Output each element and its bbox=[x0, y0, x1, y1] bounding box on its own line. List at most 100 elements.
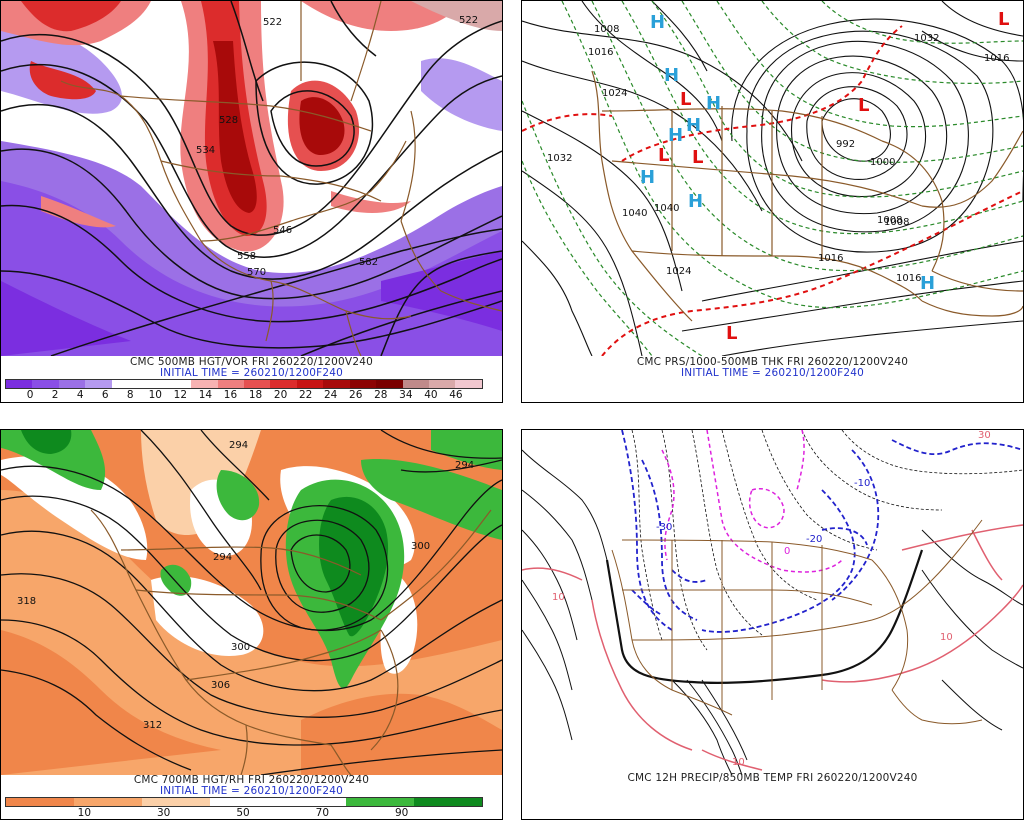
panel-precip-850mb-temp: 0 -10 -20 -30 10 10 10 30 CMC 12H PRECIP… bbox=[521, 429, 1024, 820]
colorbar-tick-label: 16 bbox=[223, 389, 238, 401]
isobar-label: 1016 bbox=[818, 253, 843, 264]
contour-label: 294 bbox=[229, 440, 248, 451]
temp-label: 10 bbox=[940, 632, 953, 643]
colorbar-swatch bbox=[349, 380, 377, 388]
contour-label: 312 bbox=[143, 720, 162, 731]
contour-label: 522 bbox=[263, 17, 282, 28]
colorbar-tick-label: 40 bbox=[424, 389, 438, 401]
colorbar-swatch bbox=[455, 380, 482, 388]
high-pressure-marker: H bbox=[650, 12, 665, 33]
isobar-label: 992 bbox=[836, 139, 855, 150]
contour-label: 522 bbox=[459, 15, 478, 26]
temp-label: -30 bbox=[656, 522, 672, 533]
low-pressure-marker: L bbox=[858, 95, 869, 116]
high-pressure-marker: H bbox=[668, 125, 683, 146]
isobar-label: 1016 bbox=[588, 47, 613, 58]
initial-time: INITIAL TIME = 260210/1200F240 bbox=[680, 367, 865, 379]
contour-label: 300 bbox=[231, 642, 250, 653]
isobar-label: 1040 bbox=[654, 203, 679, 214]
colorbar-swatch bbox=[217, 380, 244, 388]
high-pressure-marker: H bbox=[664, 65, 679, 86]
colorbar-tick-label: 10 bbox=[148, 389, 162, 401]
colorbar-swatch bbox=[6, 798, 74, 806]
isobar-label: 1040 bbox=[622, 208, 647, 219]
isobar-label: 1008 bbox=[877, 215, 902, 226]
vorticity-map: 522 528 534 546 558 570 582 522 bbox=[1, 1, 502, 356]
isobar-label: 1000 bbox=[870, 157, 895, 168]
high-pressure-marker: H bbox=[640, 167, 655, 188]
panel-title: CMC 700MB HGT/RH FRI 260220/1200V240 bbox=[133, 774, 370, 786]
low-pressure-marker: L bbox=[998, 9, 1009, 30]
contour-label: 570 bbox=[247, 267, 266, 278]
initial-time: INITIAL TIME = 260210/1200F240 bbox=[159, 367, 344, 379]
colorbar-tick-label: 70 bbox=[315, 807, 330, 819]
colorbar-swatch bbox=[414, 798, 482, 806]
colorbar-swatch bbox=[270, 380, 297, 388]
colorbar-ticks: 10 30 50 70 90 bbox=[5, 807, 481, 819]
colorbar-tick-label: 50 bbox=[236, 807, 250, 819]
high-pressure-marker: H bbox=[688, 191, 703, 212]
isobar-label: 1032 bbox=[914, 33, 939, 44]
contour-label: 306 bbox=[211, 680, 230, 691]
colorbar-swatch bbox=[142, 798, 210, 806]
isobar-label: 1024 bbox=[602, 88, 627, 99]
low-pressure-marker: L bbox=[658, 145, 669, 166]
temp-label: -10 bbox=[854, 478, 870, 489]
colorbar-swatch bbox=[376, 380, 403, 388]
precip-map: 0 -10 -20 -30 10 10 10 30 bbox=[522, 430, 1023, 775]
colorbar-swatch bbox=[111, 380, 139, 388]
colorbar-swatch bbox=[296, 380, 324, 388]
rh-map: 294 294 294 300 306 318 312 300 bbox=[1, 430, 502, 775]
colorbar-tick-label: 28 bbox=[374, 389, 388, 401]
colorbar-tick-label: 26 bbox=[349, 389, 363, 401]
isobar-label: 1008 bbox=[884, 217, 909, 228]
colorbar-swatch bbox=[74, 798, 142, 806]
colorbar-tick-label: 30 bbox=[156, 807, 171, 819]
colorbar-swatch bbox=[346, 798, 414, 806]
colorbar-swatch bbox=[32, 380, 59, 388]
temp-label: 10 bbox=[552, 592, 565, 603]
low-pressure-marker: L bbox=[726, 323, 737, 344]
colorbar-ticks: 0 2 4 6 8 10 12 14 16 18 20 22 24 26 28 34 40 46 bbox=[5, 389, 481, 401]
colorbar bbox=[5, 379, 483, 389]
colorbar-tick-label: 4 bbox=[76, 389, 84, 401]
colorbar-tick-label: 24 bbox=[323, 389, 338, 401]
colorbar-tick-label: 10 bbox=[77, 807, 92, 819]
isobar-label: 1032 bbox=[547, 153, 572, 164]
contour-label: 534 bbox=[196, 145, 215, 156]
colorbar-tick-label: 8 bbox=[126, 389, 134, 401]
temp-label: -20 bbox=[806, 534, 822, 545]
isobar-label: 1008 bbox=[594, 24, 619, 35]
colorbar bbox=[5, 797, 483, 807]
colorbar-tick-label: 12 bbox=[173, 389, 188, 401]
colorbar-swatch bbox=[323, 380, 350, 388]
colorbar-swatch bbox=[58, 380, 86, 388]
high-pressure-marker: H bbox=[706, 93, 721, 114]
colorbar-tick-label: 2 bbox=[51, 389, 59, 401]
colorbar-swatch bbox=[429, 380, 456, 388]
panel-500mb-vorticity: 522 528 534 546 558 570 582 522 CMC 500M… bbox=[0, 0, 503, 403]
panel-title: CMC 12H PRECIP/850MB TEMP FRI 260220/120… bbox=[627, 772, 918, 784]
temp-label: 30 bbox=[978, 430, 991, 441]
contour-label: 582 bbox=[359, 257, 378, 268]
colorbar-tick-label: 6 bbox=[101, 389, 109, 401]
colorbar-tick-label: 0 bbox=[26, 389, 34, 401]
pressure-map: 1008 1016 1024 1032 1040 992 1000 1008 1… bbox=[522, 1, 1023, 356]
colorbar-tick-label: 34 bbox=[399, 389, 413, 401]
low-pressure-marker: L bbox=[692, 147, 703, 168]
panel-title: CMC 500MB HGT/VOR FRI 260220/1200V240 bbox=[130, 356, 373, 368]
panel-700mb-rh: 294 294 294 300 306 318 312 300 CMC 700M… bbox=[0, 429, 503, 820]
contour-label: 318 bbox=[17, 596, 36, 607]
contour-label: 528 bbox=[219, 115, 238, 126]
panel-pressure-thickness: 1008 1016 1024 1032 1040 992 1000 1008 1… bbox=[521, 0, 1024, 403]
colorbar-tick-label: 14 bbox=[198, 389, 213, 401]
isobar-label: 1016 bbox=[896, 273, 921, 284]
contour-label: 546 bbox=[273, 225, 292, 236]
colorbar-tick-label: 22 bbox=[298, 389, 313, 401]
contour-label: 294 bbox=[455, 460, 474, 471]
temp-label: 0 bbox=[784, 546, 790, 557]
colorbar-tick-label: 18 bbox=[248, 389, 263, 401]
colorbar-swatch bbox=[85, 380, 112, 388]
isobar-label: 1016 bbox=[984, 53, 1009, 64]
initial-time: INITIAL TIME = 260210/1200F240 bbox=[159, 785, 344, 797]
